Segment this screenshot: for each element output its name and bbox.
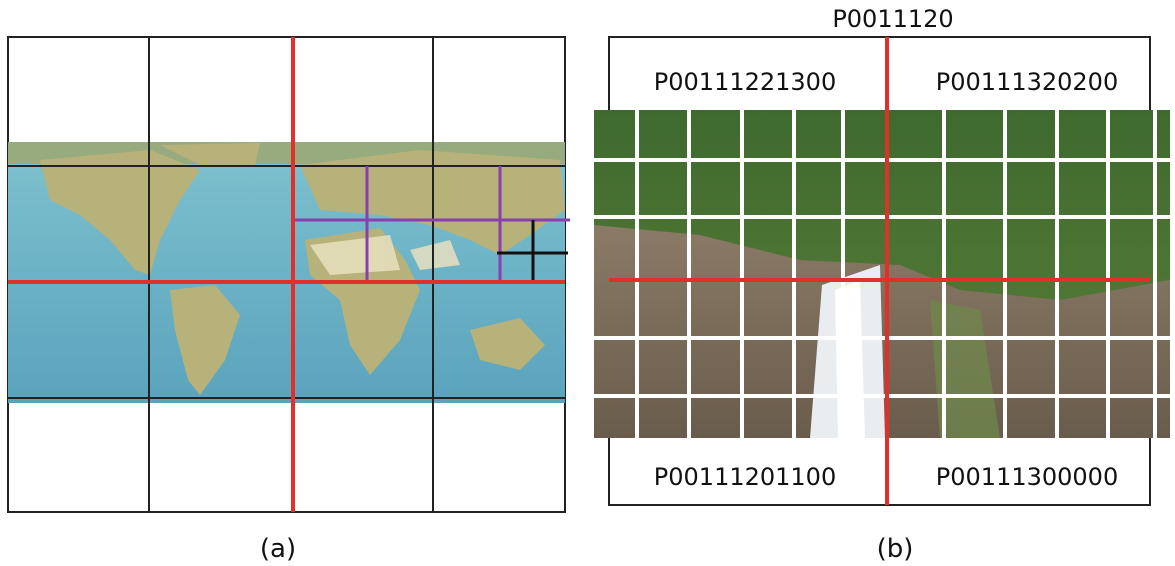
caption: (b) (877, 534, 914, 564)
quadrant-label: P00111221300 (654, 68, 836, 96)
figure: (a) P0011120 P00111221300 P00111320200 P… (0, 0, 1175, 566)
panel-title: P0011120 (832, 5, 953, 33)
quadrant-label: P00111201100 (654, 463, 836, 491)
quadrant-label: P00111300000 (936, 463, 1118, 491)
panel-a: (a) (8, 37, 570, 564)
panel-b: P0011120 P00111221300 P00111320200 P0011… (594, 5, 1170, 564)
quadrant-label: P00111320200 (936, 68, 1118, 96)
caption: (a) (260, 534, 296, 564)
